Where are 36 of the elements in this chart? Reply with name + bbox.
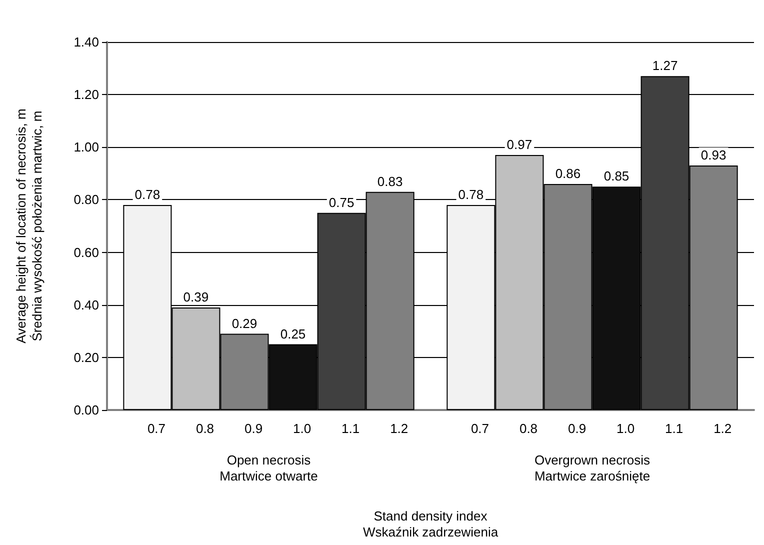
data-label: 0.83 [377, 174, 403, 189]
data-label: 0.39 [183, 289, 209, 304]
series-label: 1.2 [390, 421, 408, 436]
text: 1.1 [665, 421, 684, 436]
text: 0.9 [568, 421, 586, 436]
text: 1.0 [616, 421, 635, 436]
y-tick-label: 0.60 [74, 244, 99, 260]
data-label: 0.93 [700, 148, 726, 163]
data-label: 0.78 [458, 186, 484, 202]
y-tick-label: 1.20 [74, 87, 99, 102]
x-tick-label: Overgrown necrosis Martwice zarośnięte [534, 452, 651, 484]
y-tick-label: 0.20 [74, 350, 99, 365]
data-label: 0.85 [604, 168, 630, 184]
text: 0.7 [470, 421, 490, 436]
x-axis-title: Stand density index Wskaźnik zadrzewienia [362, 508, 499, 540]
y-tick-label: 0.00 [74, 402, 99, 418]
data-label: 1.27 [652, 58, 678, 74]
data-label: 0.78 [134, 186, 160, 202]
text: 0.8 [519, 421, 538, 436]
y-axis-title: Average height of location of necrosis, m Średnia wysokość położenia martwic, m [14, 108, 44, 344]
x-tick-label: Open necrosis Martwice otwarte [220, 452, 318, 484]
y-tick-label: 0.80 [74, 192, 99, 208]
y-tick-label: 0.40 [74, 297, 99, 312]
series-label: 1.1 [342, 421, 360, 436]
text: 1.2 [714, 421, 732, 436]
series-label: 0.7 [147, 421, 166, 436]
data-label: 0.25 [280, 326, 306, 342]
series-label: 0.9 [244, 421, 263, 436]
series-label: 0.8 [196, 421, 214, 436]
data-label: 0.75 [328, 194, 354, 210]
data-label: 0.86 [555, 166, 581, 181]
y-tick-label: 1.00 [74, 140, 99, 155]
data-label: 0.97 [506, 137, 532, 152]
data-label: 0.29 [232, 316, 258, 331]
y-tick-label: 1.40 [74, 34, 99, 50]
series-label: 1.0 [293, 421, 312, 436]
